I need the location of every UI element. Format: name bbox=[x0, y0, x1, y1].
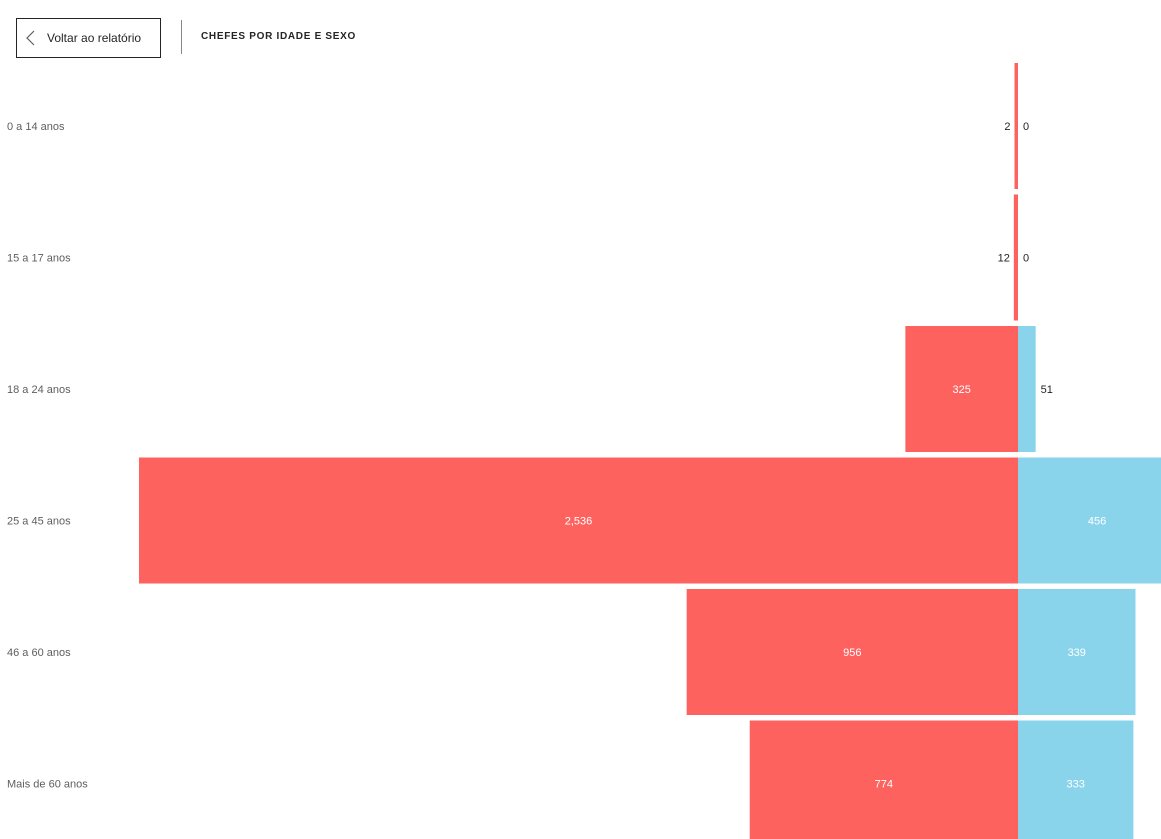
right-bar-label: 0 bbox=[1023, 121, 1029, 133]
left-bar bbox=[686, 589, 1018, 715]
category-label: 25 a 45 anos bbox=[7, 516, 71, 528]
left-bar bbox=[905, 326, 1018, 452]
right-bar-label: 51 bbox=[1041, 384, 1053, 396]
category-label: 46 a 60 anos bbox=[7, 647, 71, 659]
left-bar bbox=[1013, 194, 1018, 321]
left-bar-label: 956 bbox=[843, 647, 861, 659]
right-bar-label: 456 bbox=[1088, 516, 1106, 528]
chevron-left-icon bbox=[26, 30, 35, 46]
page-title: CHEFES POR IDADE E SEXO bbox=[201, 31, 357, 42]
right-bar bbox=[1018, 589, 1136, 715]
right-bar-label: 339 bbox=[1068, 647, 1086, 659]
left-bar bbox=[749, 720, 1018, 839]
right-bar bbox=[1018, 720, 1134, 839]
right-bar-label: 0 bbox=[1023, 253, 1029, 265]
category-label: Mais de 60 anos bbox=[7, 779, 88, 791]
category-label: 0 a 14 anos bbox=[7, 121, 65, 133]
left-bar bbox=[139, 457, 1018, 584]
left-bar-label: 2,536 bbox=[565, 516, 593, 528]
left-bar-label: 12 bbox=[998, 253, 1010, 265]
left-bar bbox=[1014, 63, 1018, 189]
left-bar-label: 2 bbox=[1004, 121, 1010, 133]
right-bar bbox=[1018, 457, 1161, 584]
header-divider bbox=[181, 20, 182, 54]
left-bar-label: 774 bbox=[875, 779, 893, 791]
back-button-label: Voltar ao relatório bbox=[47, 31, 142, 45]
left-bar-label: 325 bbox=[952, 384, 970, 396]
category-label: 18 a 24 anos bbox=[7, 384, 71, 396]
category-label: 15 a 17 anos bbox=[7, 253, 71, 265]
right-bar-label: 333 bbox=[1067, 779, 1085, 791]
back-to-report-button[interactable]: Voltar ao relatório bbox=[16, 18, 161, 58]
right-bar bbox=[1018, 326, 1036, 452]
